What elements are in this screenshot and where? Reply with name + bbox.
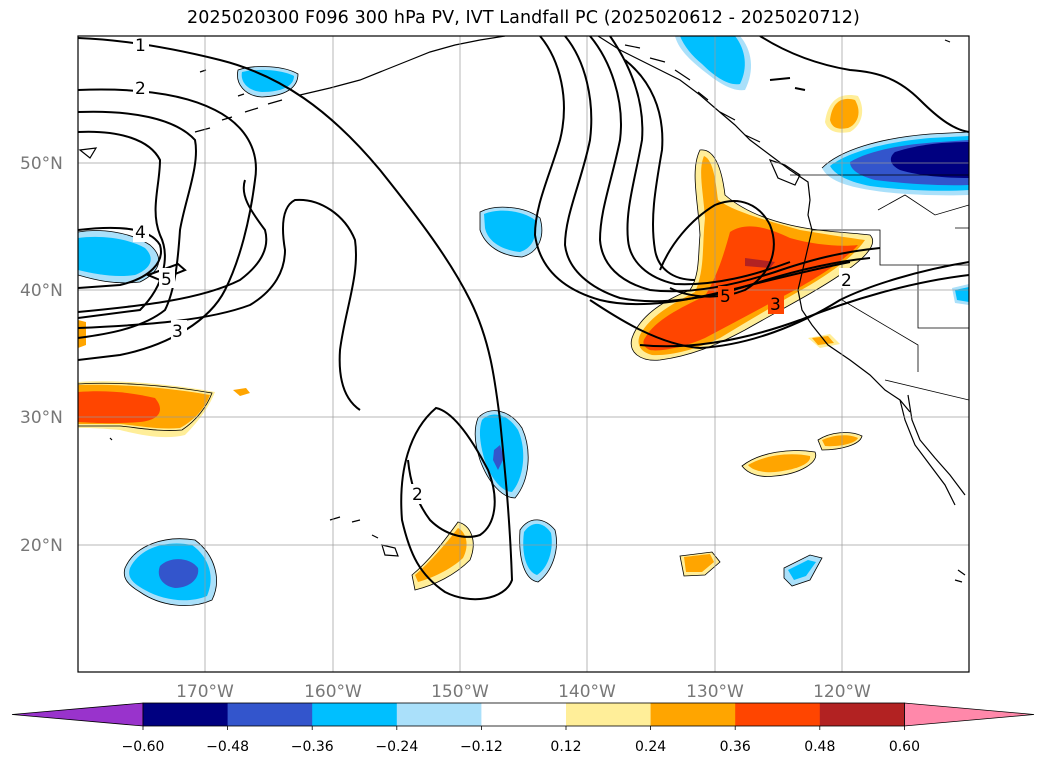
colorbar-segment <box>143 703 229 726</box>
colorbar-segment <box>735 703 821 726</box>
gridlines <box>78 36 969 672</box>
colorbar-tick-label: −0.24 <box>375 739 418 755</box>
colorbar-segment <box>396 703 482 726</box>
contour-label-5-west: 5 <box>161 270 172 290</box>
colorbar-tick-label: 0.24 <box>635 739 666 755</box>
colorbar-tick-label: −0.12 <box>460 739 503 755</box>
contour-label-3: 3 <box>172 322 183 342</box>
colorbar-tick-label: −0.48 <box>206 739 249 755</box>
contour-labels: 1 2 3 4 5 5 3 2 2 <box>133 36 855 505</box>
colorbar-tick-label: 0.48 <box>804 739 835 755</box>
lon-label-120w: 120°W <box>813 682 871 702</box>
map-title: 2025020300 F096 300 hPa PV, IVT Landfall… <box>187 8 860 28</box>
contour-label-2: 2 <box>135 79 146 99</box>
contour-label-5-east: 5 <box>720 287 731 307</box>
lat-label-40n: 40°N <box>20 281 63 301</box>
lat-label-20n: 20°N <box>20 536 63 556</box>
contour-label-4: 4 <box>135 223 146 243</box>
lon-label-170w: 170°W <box>176 682 234 702</box>
colorbar-segment <box>227 703 313 726</box>
positive-shading <box>78 95 873 590</box>
colorbar-frame <box>142 702 905 727</box>
colorbar-tick-label: 0.60 <box>889 739 920 755</box>
colorbar-extend-max <box>904 702 1035 727</box>
contour-label-3-east: 3 <box>770 295 781 315</box>
colorbar-segment <box>650 703 736 726</box>
colorbar-tick-label: 0.36 <box>720 739 751 755</box>
colorbar-tick-label: −0.60 <box>122 739 165 755</box>
map-frame <box>77 35 970 673</box>
contour-label-1: 1 <box>135 36 146 56</box>
lon-label-150w: 150°W <box>431 682 489 702</box>
lon-label-160w: 160°W <box>304 682 362 702</box>
contour-label-2-south: 2 <box>412 485 423 505</box>
colorbar: −0.60 −0.48 −0.36 −0.24 −0.12 0.12 0.24 0.36 0.4… <box>11 702 1035 755</box>
colorbar-tick-label: −0.36 <box>291 739 334 755</box>
lon-label-140w: 140°W <box>558 682 616 702</box>
map-panel: 1 2 3 4 5 5 3 2 2 <box>78 36 969 672</box>
colorbar-segment <box>312 703 398 726</box>
lon-label-130w: 130°W <box>686 682 744 702</box>
coastlines <box>78 36 966 583</box>
colorbar-segment <box>481 703 567 726</box>
lat-label-30n: 30°N <box>20 408 63 428</box>
colorbar-tick-label: 0.12 <box>550 739 581 755</box>
contour-label-2-east: 2 <box>841 271 852 291</box>
colorbar-segment <box>566 703 652 726</box>
colorbar-extend-min <box>11 702 144 727</box>
lat-label-50n: 50°N <box>20 154 63 174</box>
longitude-labels: 170°W 160°W 150°W 140°W 130°W 120°W <box>176 682 871 702</box>
latitude-labels: 50°N 40°N 30°N 20°N <box>20 154 63 556</box>
colorbar-segment <box>819 703 905 726</box>
